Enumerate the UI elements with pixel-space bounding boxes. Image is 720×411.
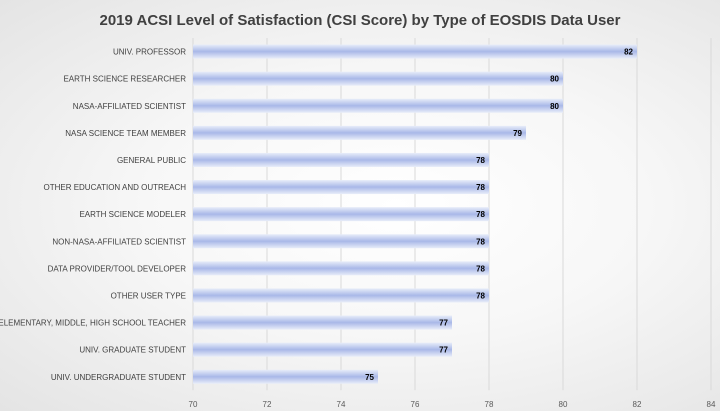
data-label-3: 79 <box>513 129 522 138</box>
bar-6 <box>193 207 489 222</box>
bar-11 <box>193 342 452 357</box>
data-label-6: 78 <box>476 210 485 219</box>
category-label-11: UNIV. GRADUATE STUDENT <box>79 346 186 355</box>
category-label-1: EARTH SCIENCE RESEARCHER <box>63 75 186 84</box>
data-label-8: 78 <box>476 264 485 273</box>
data-label-2: 80 <box>550 102 559 111</box>
x-tick-label-78: 78 <box>485 400 494 409</box>
x-axis-tick-labels: 70 72 74 76 78 80 82 84 <box>189 400 716 409</box>
category-label-6: EARTH SCIENCE MODELER <box>79 210 186 219</box>
x-tick-label-84: 84 <box>707 400 716 409</box>
bar-2 <box>193 98 563 113</box>
data-label-11: 77 <box>439 346 448 355</box>
data-label-12: 75 <box>365 373 374 382</box>
category-label-5: OTHER EDUCATION AND OUTREACH <box>43 183 186 192</box>
x-tick-label-76: 76 <box>411 400 420 409</box>
category-label-8: DATA PROVIDER/TOOL DEVELOPER <box>48 264 187 273</box>
x-tick-label-72: 72 <box>263 400 272 409</box>
category-label-10: ELEMENTARY, MIDDLE, HIGH SCHOOL TEACHER <box>0 319 186 328</box>
category-label-4: GENERAL PUBLIC <box>117 156 186 165</box>
bar-1 <box>193 71 563 86</box>
bar-8 <box>193 261 489 276</box>
bar-5 <box>193 180 489 195</box>
category-label-2: NASA-AFFILIATED SCIENTIST <box>73 102 186 111</box>
bar-10 <box>193 315 452 330</box>
category-label-7: NON-NASA-AFFILIATED SCIENTIST <box>52 237 186 246</box>
data-label-10: 77 <box>439 319 448 328</box>
data-label-5: 78 <box>476 183 485 192</box>
category-label-12: UNIV. UNDERGRADUATE STUDENT <box>51 373 186 382</box>
data-label-0: 82 <box>624 48 633 57</box>
x-tick-label-70: 70 <box>189 400 198 409</box>
x-tick-label-80: 80 <box>559 400 568 409</box>
data-label-1: 80 <box>550 75 559 84</box>
bar-0 <box>193 44 637 59</box>
category-label-3: NASA SCIENCE TEAM MEMBER <box>65 129 186 138</box>
bars <box>193 44 637 384</box>
category-label-9: OTHER USER TYPE <box>111 291 186 300</box>
category-labels: UNIV. PROFESSOR EARTH SCIENCE RESEARCHER N… <box>0 48 186 382</box>
bar-3 <box>193 125 526 140</box>
data-label-4: 78 <box>476 156 485 165</box>
chart-title: 2019 ACSI Level of Satisfaction (CSI Sco… <box>99 12 621 29</box>
bar-9 <box>193 288 489 303</box>
x-tick-label-74: 74 <box>337 400 346 409</box>
category-label-0: UNIV. PROFESSOR <box>113 48 186 57</box>
bar-4 <box>193 152 489 167</box>
data-label-9: 78 <box>476 291 485 300</box>
bar-12 <box>193 369 378 384</box>
x-tick-label-82: 82 <box>633 400 642 409</box>
data-labels: 82 80 80 79 78 78 78 78 78 78 77 77 75 <box>365 48 633 382</box>
data-label-7: 78 <box>476 237 485 246</box>
bar-7 <box>193 234 489 249</box>
